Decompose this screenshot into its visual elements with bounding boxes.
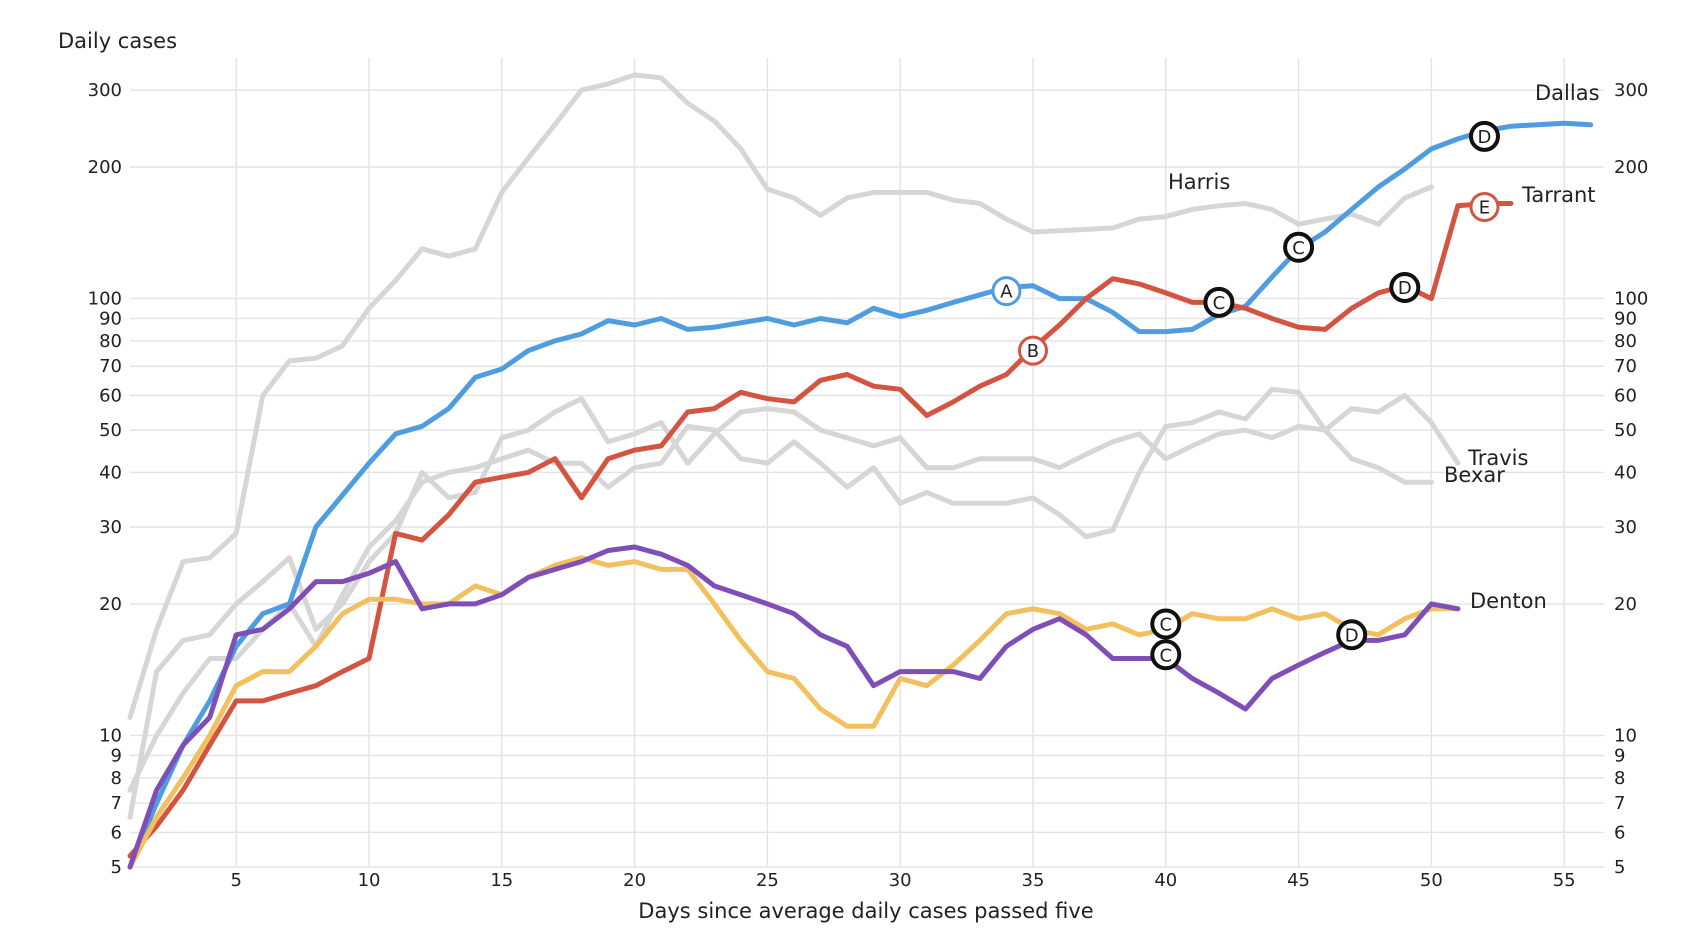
x-tick-label: 5 (231, 870, 242, 891)
annotation-marker-label: D (1398, 278, 1412, 299)
series-line-dallas (127, 120, 1594, 870)
annotation-marker-label: B (1027, 341, 1039, 362)
annotation-marker-label: D (1478, 127, 1492, 148)
series-line-denton (127, 544, 1461, 870)
annotation-marker-circle (1469, 192, 1500, 223)
annotation-marker-c: C (1283, 231, 1315, 263)
y-tick-label: 30 (99, 517, 122, 538)
series-label-tarrant: Tarrant (1521, 183, 1596, 207)
y-tick-label: 50 (99, 420, 122, 441)
y-tick-label-right: 40 (1614, 462, 1637, 483)
series-label-harris: Harris (1168, 170, 1230, 194)
annotation-marker-a: A (991, 276, 1022, 307)
annotation-marker-c: C (1203, 286, 1235, 318)
series-line-travis (127, 386, 1461, 793)
annotation-marker-label: E (1479, 198, 1490, 219)
annotation-marker-circle (1017, 335, 1048, 366)
x-tick-label: 30 (889, 870, 912, 891)
y-tick-label-right: 200 (1614, 157, 1648, 178)
y-tick-label: 90 (99, 309, 122, 330)
y-tick-label-right: 90 (1614, 309, 1637, 330)
y-tick-label-right: 8 (1614, 768, 1625, 789)
series-label-dallas: Dallas (1535, 81, 1600, 105)
annotation-marker-circle (1150, 608, 1182, 640)
x-tick-label: 15 (490, 870, 513, 891)
annotation-marker-circle (1389, 271, 1421, 303)
annotation-marker-d: D (1468, 120, 1500, 152)
annotation-marker-label: D (1345, 625, 1359, 646)
y-tick-label: 10 (99, 725, 122, 746)
annotation-marker-circle (1336, 619, 1368, 651)
y-tick-label: 100 (88, 289, 122, 310)
x-tick-label: 35 (1022, 870, 1045, 891)
y-tick-label-right: 70 (1614, 356, 1637, 377)
x-tick-label: 10 (358, 870, 381, 891)
annotation-marker-circle (1203, 286, 1235, 318)
series-line-harris (127, 72, 1434, 720)
annotation-marker-e: E (1469, 192, 1500, 223)
series-line-tarrant (127, 201, 1514, 859)
x-tick-label: 20 (623, 870, 646, 891)
y-tick-label-right: 10 (1614, 725, 1637, 746)
y-tick-label-right: 5 (1614, 857, 1625, 878)
y-tick-label-right: 60 (1614, 385, 1637, 406)
annotation-marker-circle (1150, 639, 1182, 671)
y-tick-label: 300 (88, 80, 122, 101)
annotation-marker-c: C (1150, 608, 1182, 640)
y-tick-label-right: 300 (1614, 80, 1648, 101)
annotation-marker-label: C (1213, 293, 1226, 314)
y-tick-label-right: 80 (1614, 331, 1637, 352)
y-tick-label: 40 (99, 462, 122, 483)
y-tick-label: 5 (111, 857, 122, 878)
y-tick-label-right: 9 (1614, 745, 1625, 766)
x-axis-title: Days since average daily cases passed fi… (638, 899, 1093, 923)
y-axis-title: Daily cases (58, 29, 177, 53)
annotation-marker-circle (991, 276, 1022, 307)
x-tick-label: 45 (1287, 870, 1310, 891)
x-tick-label: 25 (756, 870, 779, 891)
y-tick-label-right: 100 (1614, 289, 1648, 310)
x-tick-label: 50 (1420, 870, 1443, 891)
y-tick-label: 7 (111, 793, 122, 814)
annotation-marker-label: C (1292, 238, 1305, 259)
series-label-travis: Travis (1467, 446, 1528, 470)
y-tick-label-right: 7 (1614, 793, 1625, 814)
y-tick-label: 6 (111, 822, 122, 843)
annotation-marker-d: D (1336, 619, 1368, 651)
annotation-marker-b: B (1017, 335, 1048, 366)
x-tick-label: 55 (1553, 870, 1576, 891)
annotation-marker-label: A (1000, 282, 1013, 303)
annotation-marker-c: C (1150, 639, 1182, 671)
y-tick-label: 70 (99, 356, 122, 377)
y-tick-label: 9 (111, 745, 122, 766)
series-line-unlabeled (127, 555, 1461, 870)
y-tick-label: 20 (99, 594, 122, 615)
series-lines (127, 72, 1594, 870)
y-tick-label: 200 (88, 157, 122, 178)
y-tick-label: 80 (99, 331, 122, 352)
y-tick-label-right: 20 (1614, 594, 1637, 615)
y-tick-label-right: 50 (1614, 420, 1637, 441)
series-label-bexar: Bexar (1444, 463, 1505, 487)
y-tick-label: 8 (111, 768, 122, 789)
y-tick-label: 60 (99, 385, 122, 406)
x-tick-label: 40 (1154, 870, 1177, 891)
annotation-marker-d: D (1389, 271, 1421, 303)
y-tick-label-right: 6 (1614, 822, 1625, 843)
series-label-denton: Denton (1470, 589, 1547, 613)
annotation-marker-label: C (1159, 614, 1172, 635)
y-tick-label-right: 30 (1614, 517, 1637, 538)
annotation-marker-label: C (1159, 645, 1172, 666)
x-ticks: 5 10 15 20 25 30 35 40 45 50 55 (231, 870, 1576, 891)
series-line-bexar (127, 396, 1434, 820)
grid (130, 58, 1604, 868)
annotation-marker-circle (1283, 231, 1315, 263)
annotation-marker-circle (1468, 120, 1500, 152)
